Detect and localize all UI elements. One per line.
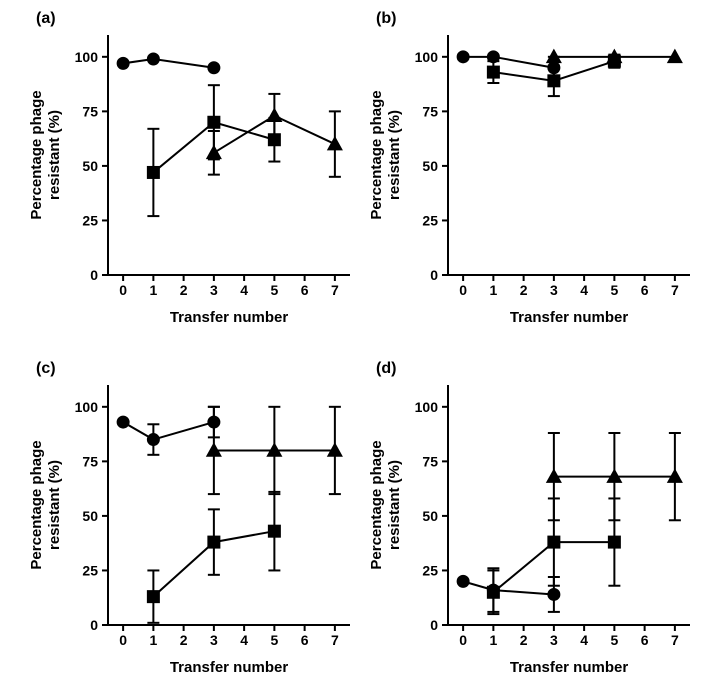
svg-text:2: 2: [180, 632, 188, 648]
panel-d: 0 1 2 3 4 5 6 7 0 25 50 75 100 Transfer number Percent…: [370, 360, 700, 680]
svg-text:resistant (%): resistant (%): [386, 460, 403, 550]
svg-text:5: 5: [270, 632, 278, 648]
svg-text:7: 7: [331, 632, 339, 648]
svg-text:50: 50: [82, 158, 98, 174]
panel-d-chart: 0 1 2 3 4 5 6 7 0 25 50 75 100 Transfer number Percent…: [370, 360, 700, 680]
svg-text:3: 3: [210, 632, 218, 648]
svg-text:0: 0: [119, 632, 127, 648]
svg-text:6: 6: [301, 632, 309, 648]
svg-text:75: 75: [422, 103, 438, 119]
panel-a-chart: 0 1 2 3 4 5 6 7 0 25 50 75 100 Transfer number Percent…: [30, 10, 360, 330]
svg-text:2: 2: [520, 282, 528, 298]
y-axis-label: Percentage phageresistant (%): [370, 90, 403, 219]
svg-text:3: 3: [550, 632, 558, 648]
svg-text:2: 2: [180, 282, 188, 298]
panel-c-chart: 0 1 2 3 4 5 6 7 0 25 50 75 100 Transfer number Percent…: [30, 360, 360, 680]
svg-text:50: 50: [422, 508, 438, 524]
panel-c: 0 1 2 3 4 5 6 7 0 25 50 75 100 Transfer number Percent…: [30, 360, 360, 680]
svg-text:5: 5: [270, 282, 278, 298]
svg-text:5: 5: [610, 282, 618, 298]
svg-text:50: 50: [82, 508, 98, 524]
svg-text:0: 0: [90, 267, 98, 283]
svg-text:6: 6: [301, 282, 309, 298]
svg-text:100: 100: [415, 399, 439, 415]
svg-text:0: 0: [119, 282, 127, 298]
svg-text:25: 25: [422, 562, 438, 578]
svg-text:resistant (%): resistant (%): [386, 110, 403, 200]
svg-text:resistant (%): resistant (%): [46, 110, 63, 200]
svg-text:0: 0: [459, 632, 467, 648]
x-axis-label: Transfer number: [170, 659, 289, 676]
svg-text:Percentage phage: Percentage phage: [30, 90, 45, 219]
svg-text:4: 4: [580, 282, 588, 298]
svg-text:4: 4: [240, 632, 248, 648]
svg-text:50: 50: [422, 158, 438, 174]
y-axis-label: Percentage phageresistant (%): [370, 440, 403, 569]
svg-text:1: 1: [489, 632, 497, 648]
svg-text:0: 0: [430, 267, 438, 283]
svg-text:25: 25: [422, 212, 438, 228]
x-axis-label: Transfer number: [170, 309, 289, 326]
svg-text:0: 0: [90, 617, 98, 633]
svg-text:7: 7: [671, 282, 679, 298]
panel-a: 0 1 2 3 4 5 6 7 0 25 50 75 100 Transfer number Percent…: [30, 10, 360, 330]
svg-text:1: 1: [149, 282, 157, 298]
svg-text:100: 100: [75, 399, 99, 415]
panel-b-label: (b): [376, 10, 396, 28]
y-axis-label: Percentage phageresistant (%): [30, 90, 63, 219]
figure-container: 012345670255075100Transfer numberPercent…: [0, 0, 709, 696]
svg-text:6: 6: [641, 282, 649, 298]
panel-a-label: (a): [36, 10, 56, 28]
svg-text:6: 6: [641, 632, 649, 648]
panel-b-chart: 0 1 2 3 4 5 6 7 0 25 50 75 100 Transfer number Percent…: [370, 10, 700, 330]
svg-text:100: 100: [75, 49, 99, 65]
svg-text:1: 1: [489, 282, 497, 298]
svg-text:25: 25: [82, 212, 98, 228]
svg-text:75: 75: [422, 453, 438, 469]
svg-text:resistant (%): resistant (%): [46, 460, 63, 550]
svg-text:4: 4: [580, 632, 588, 648]
svg-text:0: 0: [430, 617, 438, 633]
svg-text:1: 1: [149, 632, 157, 648]
svg-text:4: 4: [240, 282, 248, 298]
panel-b: 0 1 2 3 4 5 6 7 0 25 50 75 100 Transfer number Percent…: [370, 10, 700, 330]
svg-text:25: 25: [82, 562, 98, 578]
y-axis-label: Percentage phageresistant (%): [30, 440, 63, 569]
svg-text:Percentage phage: Percentage phage: [30, 440, 45, 569]
svg-text:100: 100: [415, 49, 439, 65]
svg-text:3: 3: [550, 282, 558, 298]
panel-d-label: (d): [376, 360, 396, 378]
svg-text:75: 75: [82, 453, 98, 469]
svg-text:Percentage phage: Percentage phage: [370, 90, 385, 219]
svg-text:3: 3: [210, 282, 218, 298]
svg-text:7: 7: [671, 632, 679, 648]
svg-text:0: 0: [459, 282, 467, 298]
svg-text:75: 75: [82, 103, 98, 119]
x-axis-label: Transfer number: [510, 659, 629, 676]
svg-text:5: 5: [610, 632, 618, 648]
svg-text:2: 2: [520, 632, 528, 648]
svg-text:Percentage phage: Percentage phage: [370, 440, 385, 569]
x-axis-label: Transfer number: [510, 309, 629, 326]
svg-text:7: 7: [331, 282, 339, 298]
panel-c-label: (c): [36, 360, 56, 378]
